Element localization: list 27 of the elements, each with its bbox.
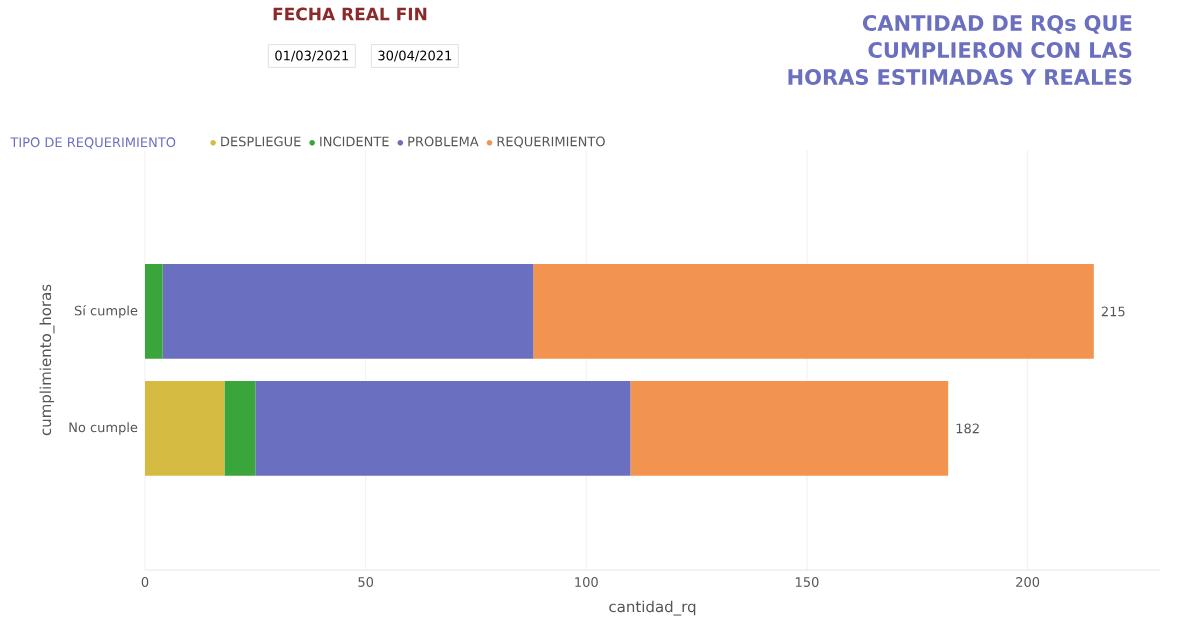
y-tick-label: Sí cumple <box>74 304 138 318</box>
x-tick-label: 150 <box>795 577 819 587</box>
bar <box>255 381 631 476</box>
bar <box>162 264 534 359</box>
y-axis-title: cumplimiento_horas <box>39 284 55 436</box>
legend-label: PROBLEMA <box>408 136 479 147</box>
legend-label: REQUERIMIENTO <box>497 136 605 148</box>
bar <box>533 264 1094 359</box>
total-label: 182 <box>956 423 979 434</box>
x-axis-title: cantidad_rq <box>609 600 696 616</box>
legend-title: TIPO DE REQUERIMIENTO <box>10 137 176 149</box>
text: FECHA REAL FIN <box>273 7 427 21</box>
bar <box>224 381 256 476</box>
legend-label: DESPLIEGUE <box>221 136 301 147</box>
bar <box>145 381 225 476</box>
bar <box>145 264 163 359</box>
text: 30/04/2021 <box>378 50 452 62</box>
y-tick-label: No cumple <box>69 422 138 435</box>
x-tick-label: 100 <box>575 577 598 587</box>
chart-title: CANTIDAD DE RQs QUE CUMPLIERON CON LAS HORAS ESTIMADAS Y REALES <box>788 15 1132 85</box>
total-label: 215 <box>1101 306 1125 317</box>
legend-label: INCIDENTE <box>320 136 389 147</box>
x-tick-label: 200 <box>1016 577 1040 587</box>
bar <box>630 381 949 476</box>
x-tick-label: 50 <box>358 577 374 587</box>
x-tick-label: 0 <box>141 577 149 587</box>
text: 01/03/2021 <box>275 50 349 62</box>
